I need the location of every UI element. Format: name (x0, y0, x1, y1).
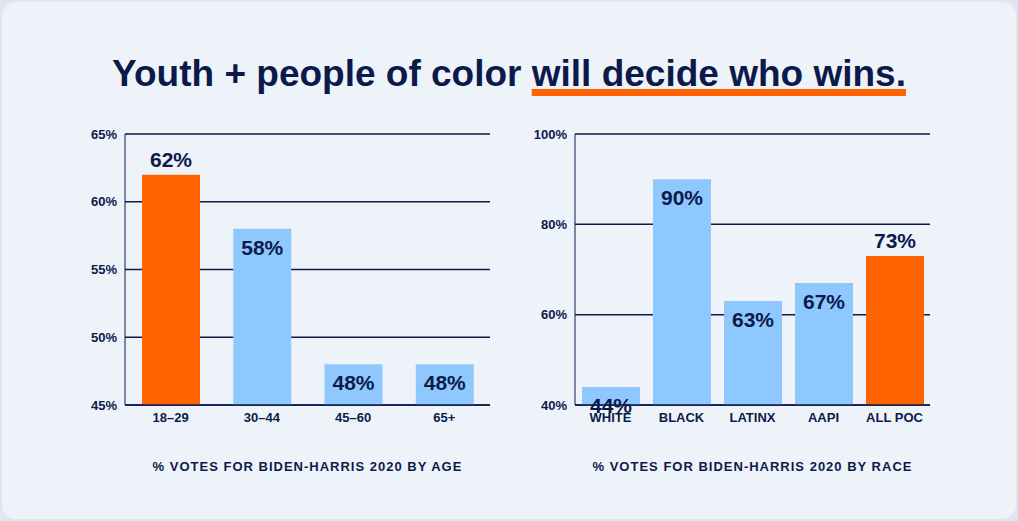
svg-text:48%: 48% (332, 371, 374, 394)
svg-text:BLACK: BLACK (659, 410, 705, 425)
svg-text:WHITE: WHITE (589, 410, 632, 426)
svg-text:44%: 44% (590, 394, 632, 417)
svg-text:90%: 90% (661, 186, 703, 209)
svg-text:55%: 55% (91, 262, 117, 277)
svg-text:18–29: 18–29 (153, 410, 189, 425)
svg-text:% VOTES FOR BIDEN-HARRIS 2020: % VOTES FOR BIDEN-HARRIS 2020 BY AGE (153, 459, 463, 474)
svg-text:LATINX: LATINX (730, 410, 776, 425)
svg-text:AAPI: AAPI (808, 410, 839, 425)
svg-text:73%: 73% (874, 229, 916, 252)
svg-text:67%: 67% (803, 290, 845, 313)
svg-text:ALL POC: ALL POC (866, 410, 923, 425)
svg-text:58%: 58% (241, 236, 283, 259)
svg-text:80%: 80% (541, 217, 567, 232)
svg-text:65+: 65+ (433, 410, 455, 425)
svg-text:45–60: 45–60 (335, 410, 371, 425)
svg-text:45%: 45% (91, 398, 117, 413)
svg-text:62%: 62% (150, 148, 192, 171)
svg-text:63%: 63% (732, 308, 774, 331)
svg-text:100%: 100% (534, 127, 568, 142)
svg-text:40%: 40% (541, 398, 567, 413)
svg-text:30–44: 30–44 (244, 410, 281, 425)
html-text:Youth + people of color will d: Youth + people of color will decide who … (112, 53, 906, 94)
svg-text:50%: 50% (91, 330, 117, 345)
svg-text:60%: 60% (541, 307, 567, 322)
svg-text:48%: 48% (424, 371, 466, 394)
svg-text:60%: 60% (91, 194, 117, 209)
svg-text:% VOTES FOR BIDEN-HARRIS 2020: % VOTES FOR BIDEN-HARRIS 2020 BY RACE (593, 459, 913, 474)
svg-text:65%: 65% (91, 127, 117, 142)
